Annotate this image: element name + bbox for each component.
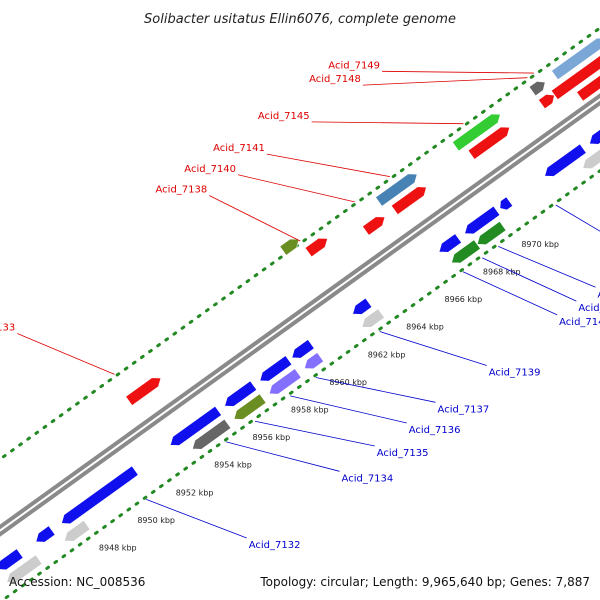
gene-label-Acid_7136: Acid_7136 (409, 425, 461, 436)
map-title: Solibacter usitatus Ellin6076, complete … (144, 12, 456, 27)
gene-Acid_7146 (544, 143, 587, 177)
label-leader-line (146, 499, 247, 539)
label-leader-line (498, 246, 596, 288)
label-leader-line (462, 271, 558, 316)
gene-Acid_7144 (464, 205, 501, 235)
scale-tick-label: 8960 kbp (329, 378, 367, 387)
gene-r_last (589, 129, 600, 145)
gene-label-Acid_7137: Acid_7137 (438, 404, 490, 415)
scale-tick-label: 8950 kbp (137, 516, 175, 525)
gene-f_last2 (576, 74, 600, 102)
forward-guide-line (0, 26, 600, 462)
scale-tick-label: 8968 kbp (483, 267, 521, 276)
label-leader-line (311, 121, 464, 125)
gene-Acid_7141 (390, 186, 427, 216)
scale-tick-label: 8954 kbp (214, 461, 252, 470)
gene-Acid_7143 (476, 220, 507, 245)
topology-summary: Topology: circular; Length: 9,965,640 bp… (259, 575, 590, 589)
gene-label-Acid_7138: Acid_7138 (156, 184, 208, 195)
gene-Acid_7144b (499, 196, 514, 211)
gene-Acid_7139b (352, 297, 373, 315)
gene-label-Acid_7149: Acid_7149 (328, 60, 380, 71)
scale-tick-label: 8964 kbp (406, 323, 444, 332)
label-leader-line (226, 441, 340, 472)
gene-Acid_7139 (361, 308, 385, 328)
gene-Acid_7145b (451, 113, 501, 152)
genome-backbone (0, 93, 600, 537)
scale-tick-label: 8962 kbp (368, 350, 406, 359)
gene-label-Acid_7139: Acid_7139 (489, 368, 541, 379)
backbone-forward-strand (0, 93, 600, 530)
gene-label-Acid_7132: Acid_7132 (249, 540, 301, 551)
label-leader-line (17, 333, 115, 375)
gene-features (0, 37, 600, 584)
gene-Acid_7133 (125, 377, 162, 406)
gene-Acid_7148 (538, 94, 555, 110)
gene-Acid_7141b (375, 173, 418, 207)
label-leader-line (382, 70, 534, 74)
scale-tick-label: 8952 kbp (176, 488, 214, 497)
gene-Acid_7137 (291, 339, 315, 359)
reverse-guide-line (0, 168, 600, 600)
backbone-reverse-strand (0, 100, 600, 537)
scale-tick-label: 8956 kbp (253, 433, 291, 442)
gene-Acid_7136b (268, 368, 302, 395)
gene-f_blue_top (551, 37, 600, 81)
guide-lines (0, 26, 600, 600)
gene-r1 (0, 548, 24, 571)
gene-f_last (550, 55, 600, 101)
scale-ticks: 8948 kbp 8950 kbp 8952 kbp 8954 kbp 8956 kbp… (99, 240, 559, 553)
gene-Acid_7132 (64, 519, 91, 542)
scale-tick-label: 8948 kbp (99, 543, 137, 552)
gene-label-Acid_7144: Acid_7144 (598, 289, 600, 300)
gene-Acid_7138 (304, 237, 328, 258)
gene-Acid_7146b (582, 148, 600, 170)
gene-labels: Acid_7133 Acid_7138 Acid_7140 Acid_7141 Acid… (0, 60, 600, 551)
gene-Acid_7142 (438, 233, 462, 253)
gene-Acid_7137b (304, 352, 325, 370)
label-leader-line (237, 174, 355, 203)
gene-r2 (6, 554, 43, 584)
gene-r3 (35, 525, 56, 543)
gene-Acid_7134 (169, 405, 222, 446)
label-leader-line (315, 377, 436, 403)
gene-Acid_7145 (467, 126, 511, 160)
label-leader-line (209, 195, 301, 242)
gene-Acid_7138b (279, 238, 300, 256)
label-leader-line (379, 331, 487, 366)
gene-label-Acid_7143: Acid_7143 (578, 303, 600, 314)
label-leader-line (482, 257, 577, 302)
scale-tick-label: 8966 kbp (445, 295, 483, 304)
label-leader-line (555, 204, 600, 232)
gene-label-Acid_7140: Acid_7140 (184, 164, 236, 175)
label-leader-line (254, 420, 375, 447)
gene-label-Acid_7133: Acid_7133 (0, 322, 15, 333)
scale-tick-label: 8970 kbp (521, 240, 559, 249)
gene-label-Acid_7142: Acid_7142 (559, 317, 600, 328)
gene-label-Acid_7145: Acid_7145 (258, 111, 310, 122)
gene-Acid_7136 (259, 355, 293, 382)
gene-Acid_7149 (528, 81, 546, 97)
gene-Acid_7135 (224, 380, 258, 407)
accession-text: Accession: NC_008536 (9, 575, 145, 589)
gene-label-Acid_7141: Acid_7141 (213, 143, 265, 154)
gene-Acid_7132b (61, 465, 139, 525)
gene-Acid_7134b (192, 418, 232, 450)
label-leader-line (266, 153, 390, 177)
gene-label-Acid_7135: Acid_7135 (377, 448, 429, 459)
gene-label-Acid_7148: Acid_7148 (309, 74, 361, 85)
gene-Acid_7140 (362, 216, 386, 236)
scale-tick-label: 8958 kbp (291, 405, 329, 414)
label-leader-line (290, 395, 407, 424)
gene-Acid_7135b (233, 393, 267, 420)
label-leader-line (362, 77, 528, 86)
gene-label-Acid_7134: Acid_7134 (342, 473, 394, 484)
